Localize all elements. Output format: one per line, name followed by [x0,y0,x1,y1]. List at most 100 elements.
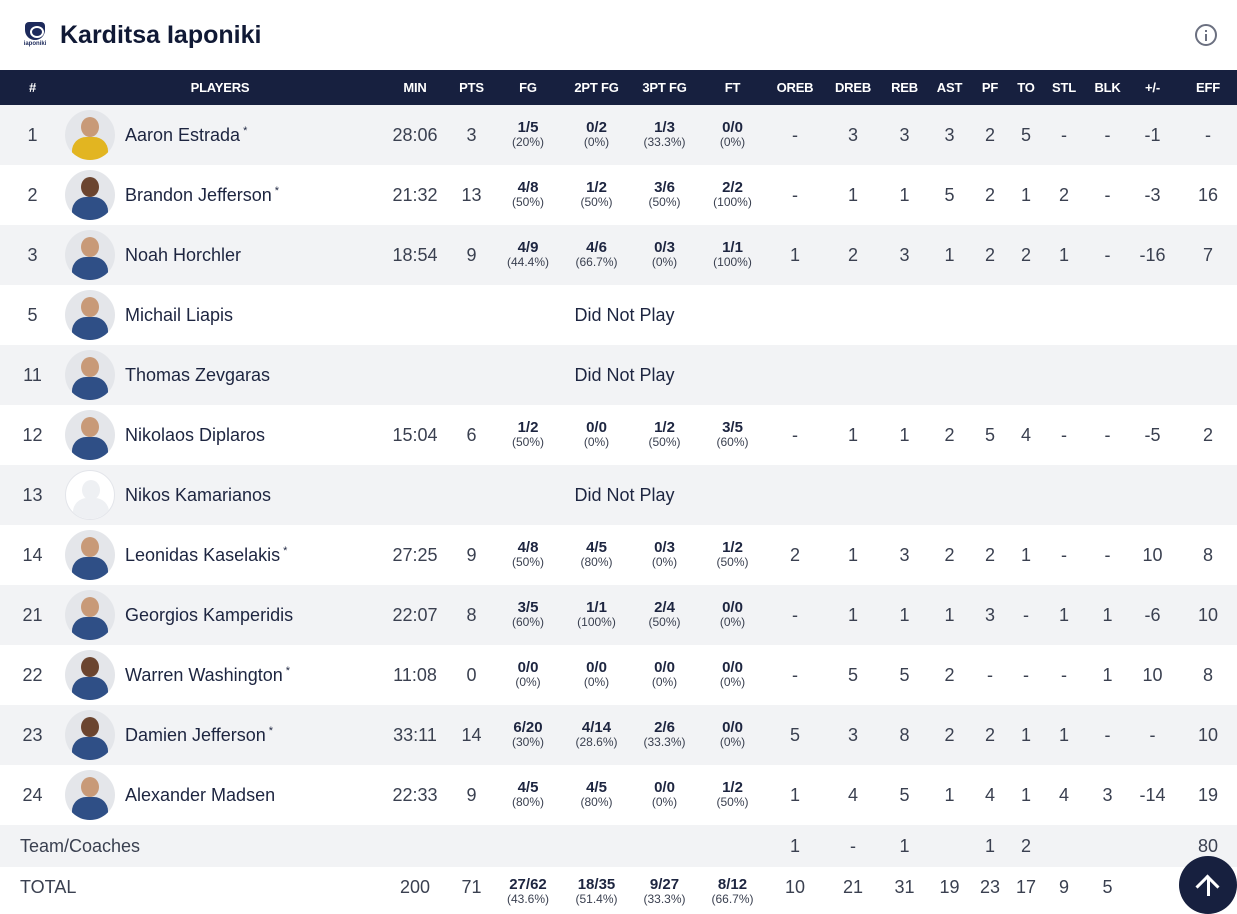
info-icon[interactable] [1195,24,1217,46]
player-row[interactable]: 1 Aaron Estrada * 28:06 3 1/5 (20%) 0/2 (0%) 1/3(… [0,105,1237,165]
column-header[interactable]: TO [1017,80,1035,95]
column-header[interactable]: STL [1052,80,1076,95]
column-header[interactable]: PF [981,80,999,95]
player-name[interactable]: Georgios Kamperidis [125,605,293,626]
player-name[interactable]: Damien Jefferson * [125,725,273,746]
stat-ast: 1 [944,604,955,625]
avatar-head [81,417,99,437]
page-title: Karditsa Iaponiki [60,20,262,49]
column-header[interactable]: 2PT FG [574,80,619,95]
player-row[interactable]: 5 Michail Liapis Did Not Play [0,285,1237,345]
stat-reb: 8 [899,724,910,745]
player-name[interactable]: Noah Horchler [125,245,241,266]
player-row[interactable]: 14 Leonidas Kaselakis * 27:25 9 4/8 (50%) 4/5 (8… [0,525,1237,585]
player-row[interactable]: 13 Nikos Kamarianos Did Not Play [0,465,1237,525]
made-attempted: 0/0 [654,779,675,796]
shooting-stat: 0/0 (0%) [704,120,761,150]
empty-cell [761,285,1237,345]
shooting-stat: 1/3 (33.3%) [625,120,704,150]
percentage: (0%) [719,735,746,749]
total-to: 17 [1015,877,1037,897]
player-name[interactable]: Nikos Kamarianos [125,485,271,506]
percentage: (0%) [583,435,610,449]
points: 3 [466,124,477,145]
column-header[interactable]: DREB [834,80,872,95]
player-name[interactable]: Aaron Estrada * [125,125,247,146]
player-row[interactable]: 22 Warren Washington * 11:08 0 0/0 (0%) 0/0 (0%)… [0,645,1237,705]
column-header[interactable]: AST [936,80,963,95]
shooting-cell: 1/5 (20%) [488,105,568,165]
stat-to: 1 [1020,184,1031,205]
player-name[interactable]: Brandon Jefferson * [125,185,279,206]
player-row[interactable]: 23 Damien Jefferson * 33:11 14 6/20 (30%) 4/14(… [0,705,1237,765]
stat-oreb: - [792,604,798,625]
player-row[interactable]: 3 Noah Horchler 18:54 9 4/9 (44.4%) 4/6 (66.7%)… [0,225,1237,285]
column-header[interactable]: REB [891,80,918,95]
percentage: (43.6%) [506,892,550,906]
player-name[interactable]: Alexander Madsen [125,785,275,806]
shooting-stat: 2/2 (100%) [704,180,761,210]
avatar-body [72,437,108,460]
made-attempted: 1/3 [654,119,675,136]
stat-stl: 4 [1058,784,1069,805]
player-row[interactable]: 11 Thomas Zevgaras Did Not Play [0,345,1237,405]
column-header[interactable]: FT [724,80,741,95]
jersey-number: 13 [22,484,43,505]
column-header[interactable]: PTS [459,80,484,95]
column-header[interactable]: OREB [776,80,814,95]
shooting-cell: 4/5 (80%) [488,765,568,825]
player-row[interactable]: 21 Georgios Kamperidis 22:07 8 3/5 (60%) 1/1 (1… [0,585,1237,645]
stat-ast: 2 [944,724,955,745]
column-header[interactable]: +/- [1145,80,1160,95]
shooting-stat: 6/20 (30%) [488,720,568,750]
shooting-stat: 1/2 (50%) [568,180,625,210]
avatar-head [81,357,99,377]
stat-blk: - [1104,124,1111,145]
column-header[interactable]: BLK [1094,80,1121,95]
stat-blk: - [1104,724,1111,745]
jersey-number: 11 [23,364,42,385]
total-minutes: 200 [399,877,431,897]
shooting-cell: 0/0 (0%) [488,645,568,705]
stat-oreb: - [792,124,798,145]
made-attempted: 0/0 [517,659,539,676]
player-name[interactable]: Warren Washington * [125,665,290,686]
column-header[interactable]: 3PT FG [642,80,687,95]
column-header[interactable]: PLAYERS [190,80,250,95]
total-label: TOTAL [20,877,77,897]
stat-ast [932,825,967,867]
made-attempted: 3/5 [722,419,743,436]
shooting-stat: 0/0 (0%) [625,780,704,810]
player-name[interactable]: Leonidas Kaselakis * [125,545,287,566]
player-row[interactable]: 2 Brandon Jefferson * 21:32 13 4/8 (50%) 1/2 (50… [0,165,1237,225]
player-row[interactable]: 12 Nikolaos Diplaros 15:04 6 1/2 (50%) 0/0 (0%)… [0,405,1237,465]
player-name[interactable]: Nikolaos Diplaros [125,425,265,446]
player-name[interactable]: Thomas Zevgaras [125,365,270,386]
player-name[interactable]: Michail Liapis [125,305,233,326]
shooting-stat: 4/8 (50%) [488,180,568,210]
shooting-stat: 0/0 (0%) [625,660,704,690]
column-header[interactable]: # [28,80,37,95]
column-header[interactable]: FG [519,80,537,95]
player-row[interactable]: 24 Alexander Madsen 22:33 9 4/5 (80%) 4/5 (80%)… [0,765,1237,825]
stat-stl: 1 [1058,244,1069,265]
column-header[interactable]: EFF [1196,80,1220,95]
avatar-head [81,657,99,677]
player-avatar [65,410,115,460]
stat-blk: - [1104,544,1111,565]
shooting-cell: 1/1 (100%) [704,225,761,285]
shooting-cell: 0/0 (0%) [568,405,625,465]
shooting-stat: 1/1 (100%) [568,600,625,630]
column-header[interactable]: MIN [403,80,427,95]
jersey-number: 24 [22,784,43,805]
stat-reb: 1 [899,604,910,625]
avatar-body [72,557,108,580]
scroll-to-top-button[interactable] [1179,856,1237,914]
avatar-body [72,137,108,160]
starter-mark: * [274,184,280,197]
made-attempted: 1/2 [722,539,743,556]
made-attempted: 0/0 [722,659,743,676]
percentage: (50%) [580,195,613,209]
player-avatar [65,230,115,280]
player-info: Noah Horchler [65,230,375,280]
